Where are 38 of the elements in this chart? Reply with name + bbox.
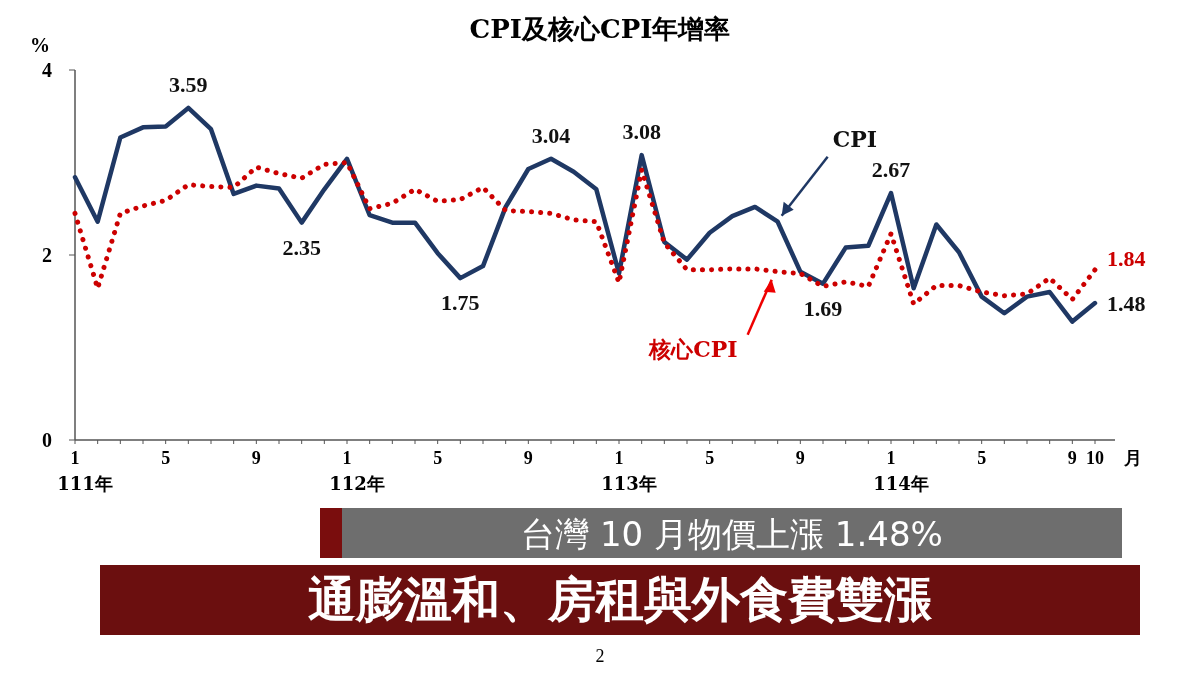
x-tick-label: 9 — [523, 448, 533, 468]
y-tick-label: 2 — [42, 244, 52, 266]
x-tick-label: 5 — [705, 448, 715, 468]
x-tick-label: 5 — [433, 448, 443, 468]
data-label: 3.08 — [622, 119, 661, 145]
data-label: 3.59 — [169, 71, 208, 97]
x-tick-label: 1 — [614, 448, 624, 468]
x-tick-label: 5 — [977, 448, 987, 468]
x-tick-label: 9 — [251, 448, 261, 468]
chart-title: CPI及核心CPI年增率 — [469, 14, 731, 44]
text: 112年 — [329, 473, 385, 494]
text: 台灣 10 月物價上漲 1.48% — [521, 514, 943, 554]
data-label: 2.35 — [282, 234, 321, 260]
text: 核心CPI — [648, 335, 738, 362]
x-tick-label: 1 — [886, 448, 896, 468]
x-tick-label: 9 — [1067, 448, 1077, 468]
text: 114年 — [873, 473, 929, 494]
x-tick-label: 10 — [1086, 448, 1104, 468]
text: 113年 — [601, 473, 657, 494]
text: 2 — [595, 646, 605, 666]
x-tick-label: 5 — [161, 448, 171, 468]
line-series — [72, 105, 1098, 324]
y-axis-title: % — [30, 34, 50, 56]
x-tick-label: 9 — [795, 448, 805, 468]
y-tick-label: 0 — [42, 429, 52, 451]
text: 111年 — [57, 473, 113, 494]
data-label: 1.48 — [1107, 291, 1146, 317]
text: 通膨溫和、房租與外食費雙漲 — [308, 571, 933, 627]
data-label: 2.67 — [871, 157, 911, 183]
series-label: CPI — [832, 125, 878, 152]
x-tick-label: 1 — [342, 448, 352, 468]
data-label: 1.75 — [441, 290, 480, 316]
x-axis-title: 月 — [1123, 447, 1142, 468]
y-tick-label: 4 — [42, 59, 52, 81]
data-label: 1.84 — [1107, 245, 1146, 271]
data-label: 3.04 — [531, 122, 571, 148]
data-label: 1.69 — [803, 295, 843, 321]
x-tick-label: 1 — [70, 448, 80, 468]
